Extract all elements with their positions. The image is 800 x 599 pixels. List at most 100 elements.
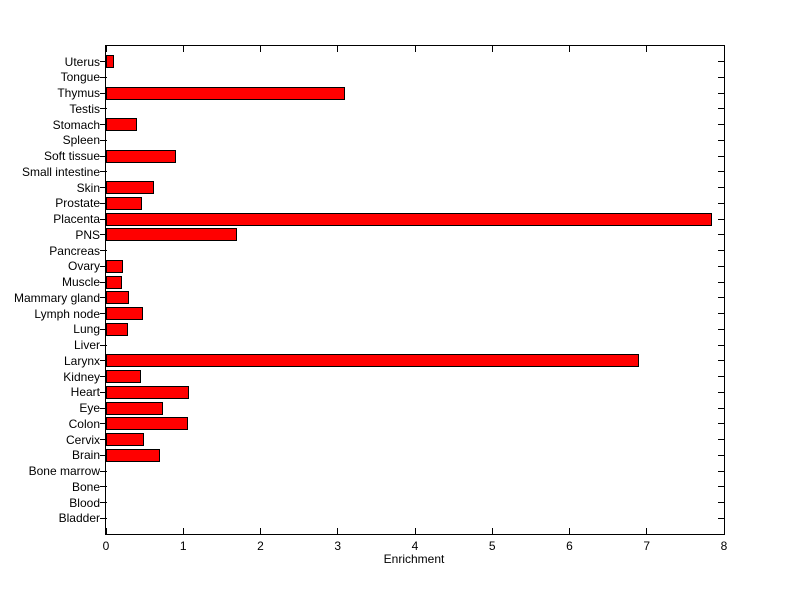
y-tick-right	[718, 234, 724, 236]
y-tick-label: Lymph node	[34, 306, 100, 321]
y-tick-label: Bone	[71, 479, 100, 494]
bar	[106, 259, 123, 273]
y-tick-label: Colon	[68, 416, 100, 431]
y-tick-right	[718, 218, 724, 220]
y-tick-label: Testis	[69, 101, 100, 116]
y-tick-label: Placenta	[53, 212, 100, 227]
bar	[106, 212, 713, 226]
y-tick-label: Thymus	[57, 86, 100, 101]
x-tick-top	[723, 46, 725, 52]
y-tick-label: Eye	[79, 401, 100, 416]
y-tick-left	[100, 265, 107, 267]
x-tick-bottom	[182, 528, 184, 534]
y-tick-right	[718, 171, 724, 173]
y-tick-label: Bladder	[58, 511, 100, 526]
y-tick-left	[100, 187, 107, 189]
bar	[106, 86, 346, 100]
y-tick-left	[100, 76, 107, 78]
x-tick-label: 1	[179, 539, 187, 553]
plot-area: Uterus Tongue Thymus Testis Stomach Spleen Sof…	[14, 45, 727, 553]
y-tick-right	[718, 391, 724, 393]
y-tick-label: Pancreas	[49, 243, 100, 258]
x-tick-top	[337, 46, 339, 52]
y-tick-left	[100, 439, 107, 441]
y-tick-label: Cervix	[65, 432, 100, 447]
bar	[106, 417, 188, 431]
y-tick-right	[718, 344, 724, 346]
y-tick-left	[100, 281, 107, 283]
y-tick-right	[718, 281, 724, 283]
x-tick-label: 4	[411, 539, 419, 553]
y-tick-left	[100, 376, 107, 378]
y-tick-right	[718, 423, 724, 425]
y-tick-left	[100, 313, 107, 315]
bar	[106, 322, 128, 336]
y-tick-label: Uterus	[64, 54, 100, 69]
x-tick-label: 7	[643, 539, 651, 553]
bar	[106, 275, 123, 289]
bar	[106, 448, 161, 462]
y-tick-left	[100, 202, 107, 204]
x-tick-bottom	[105, 528, 107, 534]
y-tick-label: Tongue	[60, 70, 100, 85]
y-tick-left	[100, 218, 107, 220]
bar	[106, 385, 189, 399]
x-tick-top	[414, 46, 416, 52]
x-tick-label: 0	[102, 539, 110, 553]
bar	[106, 291, 130, 305]
y-tick-label: Larynx	[63, 353, 100, 368]
y-tick-left	[100, 454, 107, 456]
bar	[106, 401, 164, 415]
y-tick-label: Blood	[69, 495, 100, 510]
bar	[106, 149, 176, 163]
y-tick-label: Liver	[73, 338, 100, 353]
y-tick-right	[718, 470, 724, 472]
y-tick-label: Small intestine	[21, 164, 100, 179]
y-tick-label: Heart	[70, 385, 100, 400]
y-tick-label: Soft tissue	[43, 149, 100, 164]
y-tick-right	[718, 139, 724, 141]
x-tick-top	[105, 46, 107, 52]
y-tick-label: Kidney	[63, 369, 100, 384]
bar	[106, 228, 238, 242]
y-tick-right	[718, 265, 724, 267]
y-tick-right	[718, 486, 724, 488]
y-tick-left	[100, 486, 107, 488]
y-tick-right	[718, 92, 724, 94]
y-tick-right	[718, 454, 724, 456]
y-tick-right	[718, 61, 724, 63]
y-tick-left	[100, 297, 107, 299]
x-tick-bottom	[723, 528, 725, 534]
bar	[106, 196, 143, 210]
y-tick-left	[100, 234, 107, 236]
y-tick-right	[718, 502, 724, 504]
y-tick-right	[718, 517, 724, 519]
x-tick-bottom	[414, 528, 416, 534]
y-tick-label: Muscle	[61, 275, 100, 290]
y-tick-label: Prostate	[55, 196, 100, 211]
bar	[106, 433, 144, 447]
y-tick-left	[100, 360, 107, 362]
bar	[106, 118, 137, 132]
bar	[106, 354, 640, 368]
y-tick-left	[100, 92, 107, 94]
x-tick-top	[260, 46, 261, 52]
y-tick-label: Bone marrow	[28, 464, 100, 479]
y-tick-left	[100, 124, 107, 126]
y-tick-left	[100, 250, 107, 252]
y-tick-right	[718, 155, 724, 157]
y-tick-left	[100, 391, 107, 393]
y-tick-right	[718, 328, 724, 330]
y-tick-right	[718, 439, 724, 441]
x-tick-bottom	[260, 528, 261, 534]
y-tick-left	[100, 328, 107, 330]
y-tick-right	[718, 76, 724, 78]
x-tick-top	[182, 46, 184, 52]
x-tick-label: 2	[257, 539, 264, 553]
y-tick-left	[100, 108, 107, 110]
bar	[106, 181, 154, 195]
y-tick-right	[718, 407, 724, 409]
x-tick-bottom	[646, 528, 648, 534]
x-tick-label: 5	[488, 539, 496, 553]
